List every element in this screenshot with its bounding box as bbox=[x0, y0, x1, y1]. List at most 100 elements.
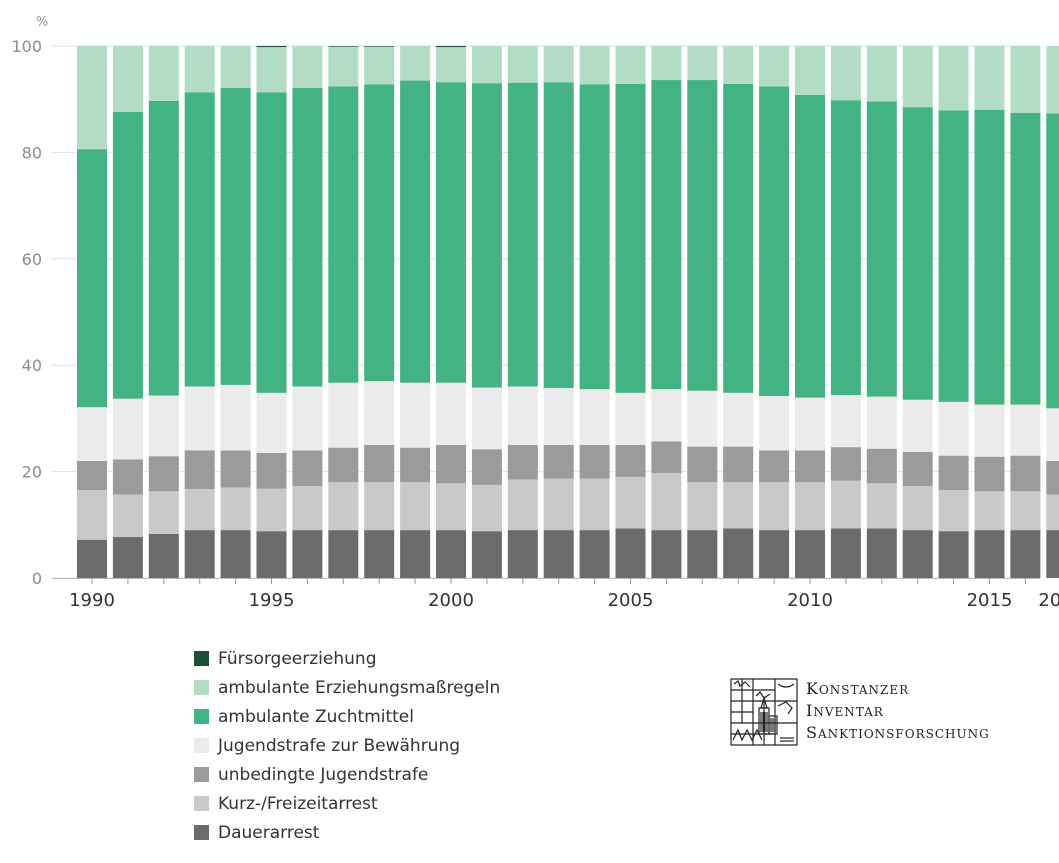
bar-segment-1996-0 bbox=[292, 530, 323, 578]
bar-segment-2000-1 bbox=[436, 483, 466, 531]
kis-wordmark: KONSTANZER INVENTAR SANKTIONSFORSCHUNG bbox=[806, 678, 990, 744]
bar-segment-1997-1 bbox=[328, 482, 359, 531]
bar-segment-1994-0 bbox=[220, 530, 251, 578]
bar-segment-1994-4 bbox=[220, 88, 251, 385]
bar-segment-1997-6 bbox=[328, 46, 359, 47]
bar-group-2015 bbox=[974, 46, 1005, 578]
bar-group-1994 bbox=[220, 46, 251, 578]
bar-segment-2007-0 bbox=[687, 530, 718, 578]
bar-segment-2014-1 bbox=[938, 490, 969, 532]
bar-segment-2000-5 bbox=[436, 47, 466, 83]
bar-segment-2009-3 bbox=[759, 396, 790, 451]
y-axis-ticks: 0 20 40 60 80 100 bbox=[11, 37, 42, 588]
bar-segment-1995-2 bbox=[256, 452, 287, 489]
bar-segment-1991-4 bbox=[112, 111, 143, 399]
y-tick-label-20: 20 bbox=[22, 463, 42, 482]
x-tick-label-2005: 2005 bbox=[608, 590, 654, 611]
bar-segment-2017-1 bbox=[1046, 494, 1059, 531]
bar-segment-2010-2 bbox=[795, 450, 825, 483]
bar-segment-2006-3 bbox=[651, 389, 682, 442]
bar-segment-2015-1 bbox=[974, 491, 1005, 531]
bar-segment-2012-3 bbox=[866, 396, 897, 449]
bar-segment-2017-5 bbox=[1046, 46, 1059, 114]
bar-segment-2000-0 bbox=[436, 530, 466, 578]
bar-segment-2011-5 bbox=[830, 46, 861, 101]
bar-segment-2003-1 bbox=[543, 478, 574, 531]
bar-segment-2012-4 bbox=[866, 101, 897, 397]
bar-segment-2017-0 bbox=[1046, 530, 1059, 578]
bar-segment-2009-2 bbox=[759, 450, 790, 483]
bar-segment-2002-1 bbox=[507, 479, 538, 531]
legend-swatch-4 bbox=[194, 767, 209, 782]
legend-item-2: ambulante Zuchtmittel bbox=[194, 702, 500, 731]
bar-segment-1991-1 bbox=[112, 494, 143, 538]
bar-segment-2009-1 bbox=[759, 482, 790, 531]
bar-group-2016 bbox=[1010, 46, 1041, 578]
bar-segment-2002-2 bbox=[507, 445, 538, 480]
bar-segment-1994-5 bbox=[220, 46, 251, 89]
bar-segment-2012-2 bbox=[866, 448, 897, 484]
bar-segment-2006-0 bbox=[651, 530, 682, 578]
bar-segment-2007-3 bbox=[687, 390, 718, 447]
bar-segment-2014-3 bbox=[938, 401, 969, 456]
bar-group-1995 bbox=[256, 46, 287, 578]
bar-segment-1997-4 bbox=[328, 86, 359, 383]
bar-segment-2004-3 bbox=[579, 389, 610, 445]
bar-segment-2010-3 bbox=[795, 397, 825, 451]
bar-segment-1990-0 bbox=[77, 539, 107, 578]
bar-segment-1996-5 bbox=[292, 46, 323, 89]
bar-segment-2008-4 bbox=[723, 83, 754, 393]
bar-segment-2017-2 bbox=[1046, 460, 1059, 495]
bar-segment-2004-2 bbox=[579, 445, 610, 479]
bar-segment-2004-0 bbox=[579, 530, 610, 578]
x-tick-label-1990: 1990 bbox=[69, 590, 115, 611]
bar-segment-1997-3 bbox=[328, 382, 359, 448]
bar-segment-1993-0 bbox=[184, 530, 215, 578]
bar-segment-1990-3 bbox=[77, 407, 107, 461]
bar-segment-1999-4 bbox=[400, 80, 431, 383]
legend-item-5: Kurz-/Freizeitarrest bbox=[194, 789, 500, 818]
bars bbox=[77, 46, 1059, 578]
bar-group-2001 bbox=[471, 46, 502, 578]
bar-group-2014 bbox=[938, 46, 969, 578]
legend-label-6: Dauerarrest bbox=[218, 822, 320, 843]
legend-item-4: unbedingte Jugendstrafe bbox=[194, 760, 500, 789]
kis-line-1: KONSTANZER bbox=[806, 679, 910, 698]
bar-segment-1996-2 bbox=[292, 450, 323, 486]
bar-segment-1991-5 bbox=[112, 46, 143, 112]
bar-segment-1998-2 bbox=[364, 445, 395, 483]
bar-segment-2012-5 bbox=[866, 46, 897, 102]
legend: Fürsorgeerziehung ambulante Erziehungsmaß… bbox=[194, 644, 500, 847]
bar-segment-1990-2 bbox=[77, 460, 107, 491]
y-tick-label-80: 80 bbox=[22, 143, 42, 162]
bar-group-2011 bbox=[830, 46, 861, 578]
bar-segment-1995-1 bbox=[256, 488, 287, 532]
bar-segment-2010-1 bbox=[795, 482, 825, 531]
y-tick-label-40: 40 bbox=[22, 356, 42, 375]
bar-segment-2014-2 bbox=[938, 455, 969, 491]
bar-segment-1995-5 bbox=[256, 47, 287, 93]
bar-segment-2011-4 bbox=[830, 100, 861, 395]
bar-segment-2015-0 bbox=[974, 530, 1005, 578]
bar-segment-2013-4 bbox=[902, 107, 933, 400]
bar-segment-2015-2 bbox=[974, 456, 1005, 492]
bar-group-2004 bbox=[579, 46, 610, 578]
bar-group-2009 bbox=[759, 46, 790, 578]
bar-segment-1995-3 bbox=[256, 392, 287, 453]
bar-segment-2015-4 bbox=[974, 109, 1005, 405]
bar-segment-2015-3 bbox=[974, 404, 1005, 457]
bar-segment-2017-3 bbox=[1046, 408, 1059, 461]
bar-segment-1996-3 bbox=[292, 386, 323, 451]
bar-segment-2006-4 bbox=[651, 80, 682, 390]
bar-segment-1997-5 bbox=[328, 46, 359, 87]
bar-segment-1993-2 bbox=[184, 450, 215, 490]
bar-segment-1992-1 bbox=[148, 491, 179, 534]
legend-label-2: ambulante Zuchtmittel bbox=[218, 706, 414, 727]
bar-segment-1993-3 bbox=[184, 386, 215, 451]
bar-segment-1999-5 bbox=[400, 46, 431, 81]
bar-segment-2005-3 bbox=[615, 392, 646, 445]
bar-segment-1991-0 bbox=[112, 537, 143, 578]
bar-group-1993 bbox=[184, 46, 215, 578]
legend-swatch-5 bbox=[194, 796, 209, 811]
x-tick-label-2000: 2000 bbox=[428, 590, 474, 611]
